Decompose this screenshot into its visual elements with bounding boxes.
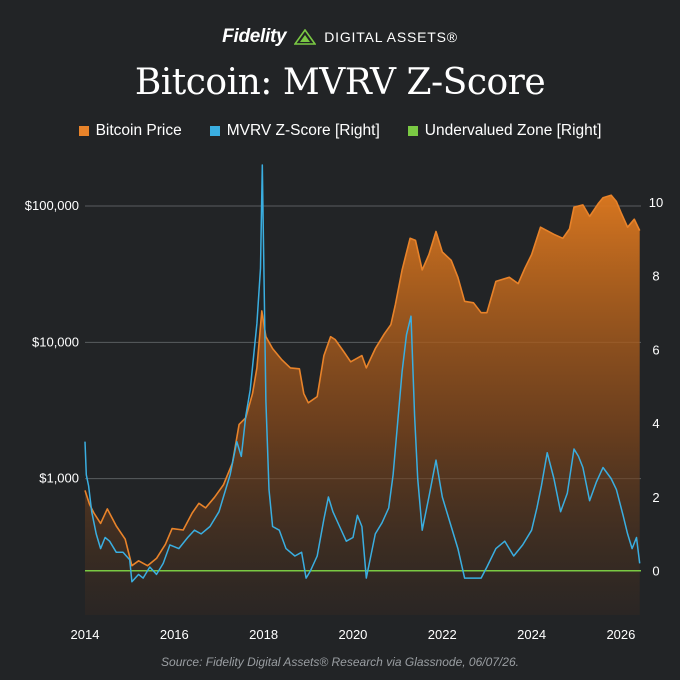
legend-item-price: Bitcoin Price bbox=[78, 122, 182, 140]
legend-label-zscore: MVRV Z-Score [Right] bbox=[226, 122, 380, 139]
y-left-tick-label: $10,000 bbox=[32, 334, 79, 349]
price-area bbox=[85, 195, 640, 615]
y-right-tick-label: 8 bbox=[652, 269, 659, 284]
pyramid-logo-icon bbox=[294, 29, 317, 45]
brand-subtitle: DIGITAL ASSETS® bbox=[324, 29, 458, 45]
brand-name: Fidelity bbox=[222, 26, 287, 47]
legend-swatch-zscore bbox=[209, 126, 220, 136]
y-right-tick-label: 10 bbox=[649, 195, 663, 210]
legend-swatch-price bbox=[78, 126, 89, 136]
x-tick-label: 2016 bbox=[160, 627, 189, 642]
x-tick-label: 2020 bbox=[338, 627, 367, 642]
y-right-tick-label: 0 bbox=[652, 564, 659, 579]
source-note: Source: Fidelity Digital Assets® Researc… bbox=[161, 655, 519, 669]
legend-label-zone: Undervalued Zone [Right] bbox=[424, 122, 602, 139]
y-left-tick-label: $1,000 bbox=[39, 471, 79, 486]
y-left-tick-label: $100,000 bbox=[25, 198, 79, 213]
x-tick-label: 2022 bbox=[428, 627, 457, 642]
chart-title: Bitcoin: MVRV Z-Score bbox=[134, 62, 546, 103]
brand-logo: Fidelity DIGITAL ASSETS® bbox=[0, 26, 680, 48]
price-line bbox=[84, 194, 641, 567]
y-right-tick-label: 6 bbox=[652, 342, 659, 357]
y-right-tick-label: 2 bbox=[652, 490, 659, 505]
zscore-line bbox=[84, 164, 641, 583]
axis-ticks: $1,000 $10,000 $100,000 0 2 4 6 8 10 2014 2016 2018… bbox=[25, 195, 663, 642]
x-tick-label: 2024 bbox=[517, 627, 546, 642]
price-series bbox=[84, 194, 641, 615]
x-tick-label: 2026 bbox=[606, 627, 635, 642]
chart-legend: Bitcoin Price MVRV Z-Score [Right] Under… bbox=[0, 122, 680, 140]
y-right-tick-label: 4 bbox=[652, 416, 659, 431]
x-tick-label: 2014 bbox=[71, 627, 100, 642]
zscore-series bbox=[84, 164, 641, 583]
legend-swatch-zone bbox=[407, 126, 418, 136]
x-tick-label: 2018 bbox=[249, 627, 278, 642]
legend-label-price: Bitcoin Price bbox=[95, 122, 182, 139]
legend-item-zone: Undervalued Zone [Right] bbox=[407, 122, 602, 140]
legend-item-zscore: MVRV Z-Score [Right] bbox=[209, 122, 380, 140]
